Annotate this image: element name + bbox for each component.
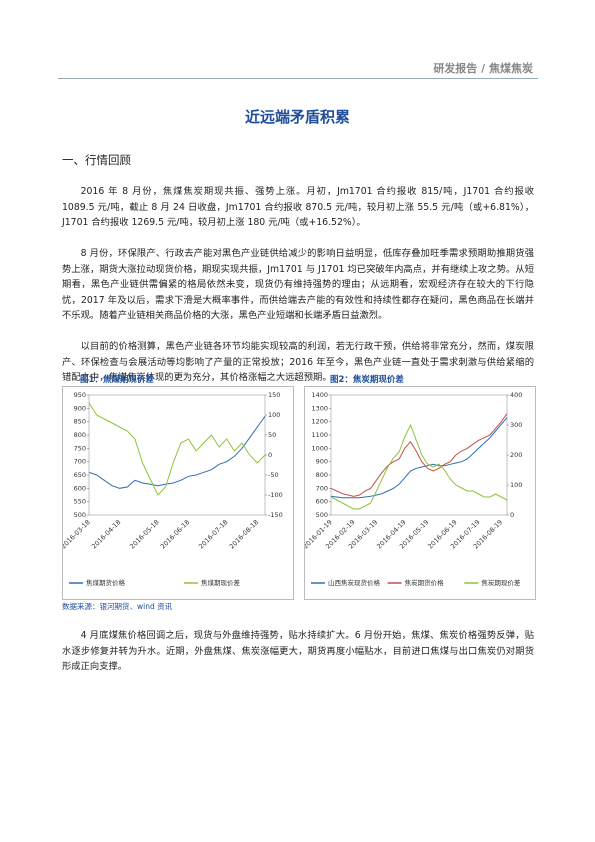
y2-tick-label: -150: [268, 511, 283, 519]
figure: 500 600 700 800 900 1000 1100 1200 1300 1400 0 100 2…: [301, 386, 536, 600]
y-tick-label: 600: [74, 484, 86, 492]
x-tick-label: 2016-07-18: [197, 518, 229, 550]
y-tick-label: 750: [74, 444, 86, 452]
chart: 500550600650700750800850900950-150-100-5…: [59, 391, 283, 587]
header-rule: [58, 78, 538, 79]
section-heading: 一、行情回顾: [62, 153, 131, 167]
y2-tick-label: -100: [268, 491, 283, 499]
y2-tick-label: 50: [268, 431, 276, 439]
legend-label: 焦炭期货价格: [405, 578, 445, 587]
paragraph: 4 月底煤焦价格回调之后，现货与外盘维持强势，贴水持续扩大。6 月份开始，焦煤、…: [62, 630, 534, 672]
y2-tick-label: 100: [268, 411, 280, 419]
legend-label: 焦炭期现价差: [481, 578, 521, 587]
figure-caption: 图1：焦煤期现价差: [80, 375, 154, 385]
plot-frame: [88, 394, 266, 516]
y-tick-label: 900: [74, 404, 86, 412]
y-tick-label: 1300: [311, 404, 328, 412]
y-tick-label: 600: [316, 498, 328, 506]
line-series: [88, 416, 266, 489]
x-tick-label: 2016-05-18: [128, 518, 160, 550]
y-tick-label: 700: [316, 484, 328, 492]
y-tick-label: 1400: [311, 391, 328, 399]
x-tick-label: 2016-06-18: [159, 518, 191, 550]
x-tick-label: 2016-03-18: [63, 518, 92, 550]
legend-label: 焦煤期现价差: [201, 578, 241, 587]
y-tick-label: 1000: [311, 444, 328, 452]
line-series: [330, 413, 508, 497]
y-tick-label: 1200: [311, 418, 328, 426]
y-tick-label: 800: [316, 471, 328, 479]
header: 研发报告 / 焦煤焦炭: [433, 62, 533, 75]
y-tick-label: 900: [316, 458, 328, 466]
legend-label: 焦煤期货价格: [86, 578, 126, 587]
y-tick-label: 700: [74, 458, 86, 466]
y-tick-label: 500: [316, 511, 328, 519]
y-tick-label: 500: [74, 511, 86, 519]
line-series: [330, 417, 508, 499]
y-tick-label: 800: [74, 431, 86, 439]
doc-title: 近远端矛盾积累: [244, 108, 350, 126]
y-tick-label: 850: [74, 418, 86, 426]
figure: 500 550 600 650 700 750 800 850 900 950 -150 -100 -5…: [59, 386, 294, 600]
paragraph: 2016 年 8 月份，焦煤焦炭期现共振、强势上涨。月初，Jm1701 合约报收…: [62, 186, 534, 228]
paragraph: 以目前的价格测算，黑色产业链各环节均能实现较高的利润，若无行政干预，供给将非常充…: [62, 341, 534, 383]
y2-tick-label: -50: [268, 471, 279, 479]
y2-tick-label: 0: [268, 451, 272, 459]
line-series: [330, 423, 508, 510]
y-tick-label: 650: [74, 471, 86, 479]
y2-tick-label: 200: [510, 451, 522, 459]
y2-tick-label: 300: [510, 421, 522, 429]
chart: 500 600 700 800 900 1000 1100 1200 1300 1400 0 100 2…: [301, 391, 522, 587]
y2-tick-label: 150: [268, 391, 280, 399]
legend-label: 山西焦炭现货价格: [328, 578, 381, 587]
y-tick-label: 1100: [311, 431, 328, 439]
y-tick-label: 950: [74, 391, 86, 399]
line-series: [88, 402, 266, 496]
x-tick-label: 2016-04-18: [90, 518, 122, 550]
y2-tick-label: 0: [510, 511, 514, 519]
y2-tick-label: 400: [510, 391, 522, 399]
paragraph: 8 月份，环保限产、行政去产能对黑色产业链供给减少的影响日益明显，低库存叠加旺季…: [62, 248, 534, 321]
y-tick-label: 550: [74, 498, 86, 506]
y2-tick-label: 100: [510, 481, 522, 489]
source-note: 数据来源：银河期货、wind 资讯: [62, 602, 173, 611]
x-tick-label: 2016-08-18: [228, 518, 260, 550]
plot-frame: [330, 394, 508, 516]
figure-caption: 图2：焦炭期现价差: [330, 375, 404, 385]
